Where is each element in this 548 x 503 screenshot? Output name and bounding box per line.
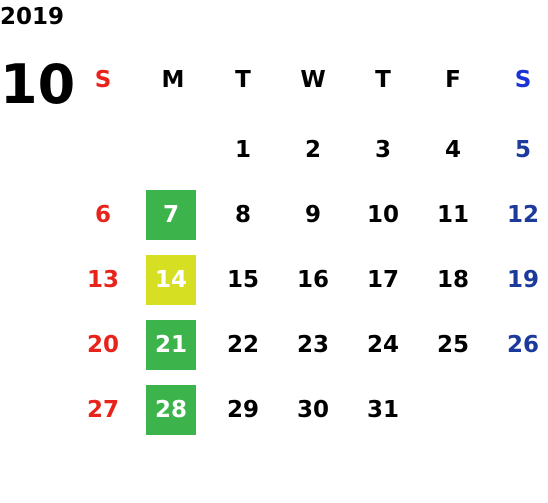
day-cell[interactable]: 8 <box>234 202 251 228</box>
day-cell[interactable]: 15 <box>226 267 259 293</box>
day-cell[interactable]: 25 <box>436 332 469 358</box>
day-cell[interactable]: 20 <box>86 332 119 358</box>
weekday-sat: S <box>514 67 532 93</box>
day-cell[interactable]: 12 <box>506 202 539 228</box>
day-cell-highlighted[interactable]: 7 <box>146 190 196 240</box>
day-cell[interactable]: 23 <box>296 332 329 358</box>
day-cell[interactable]: 24 <box>366 332 399 358</box>
day-cell[interactable]: 30 <box>296 397 329 423</box>
day-cell[interactable]: 6 <box>94 202 111 228</box>
day-cell[interactable]: 29 <box>226 397 259 423</box>
day-cell[interactable]: 3 <box>374 137 391 163</box>
day-cell[interactable]: 16 <box>296 267 329 293</box>
day-cell[interactable]: 4 <box>444 137 461 163</box>
day-cell[interactable]: 22 <box>226 332 259 358</box>
day-cell-highlighted[interactable]: 21 <box>146 320 196 370</box>
day-cell[interactable]: 2 <box>304 137 321 163</box>
day-cell[interactable]: 18 <box>436 267 469 293</box>
day-cell[interactable]: 13 <box>86 267 119 293</box>
weekday-mon: M <box>161 67 185 93</box>
day-cell[interactable]: 17 <box>366 267 399 293</box>
weekday-tue: T <box>235 67 251 93</box>
weekday-thu: T <box>375 67 391 93</box>
day-cell[interactable]: 26 <box>506 332 539 358</box>
month-number: 10 <box>0 53 76 116</box>
weekday-sun: S <box>94 67 112 93</box>
day-cell[interactable]: 11 <box>436 202 469 228</box>
day-cell[interactable]: 5 <box>514 137 531 163</box>
day-cell[interactable]: 1 <box>234 137 251 163</box>
weekday-wed: W <box>300 67 326 93</box>
day-cell[interactable]: 10 <box>366 202 399 228</box>
day-cell[interactable]: 9 <box>304 202 321 228</box>
year-label: 2019 <box>0 4 65 30</box>
day-cell[interactable]: 27 <box>86 397 119 423</box>
day-cell-highlighted[interactable]: 28 <box>146 385 196 435</box>
weekday-fri: F <box>445 67 461 93</box>
day-cell[interactable]: 31 <box>366 397 399 423</box>
day-cell[interactable]: 19 <box>506 267 539 293</box>
day-cell-highlighted[interactable]: 14 <box>146 255 196 305</box>
